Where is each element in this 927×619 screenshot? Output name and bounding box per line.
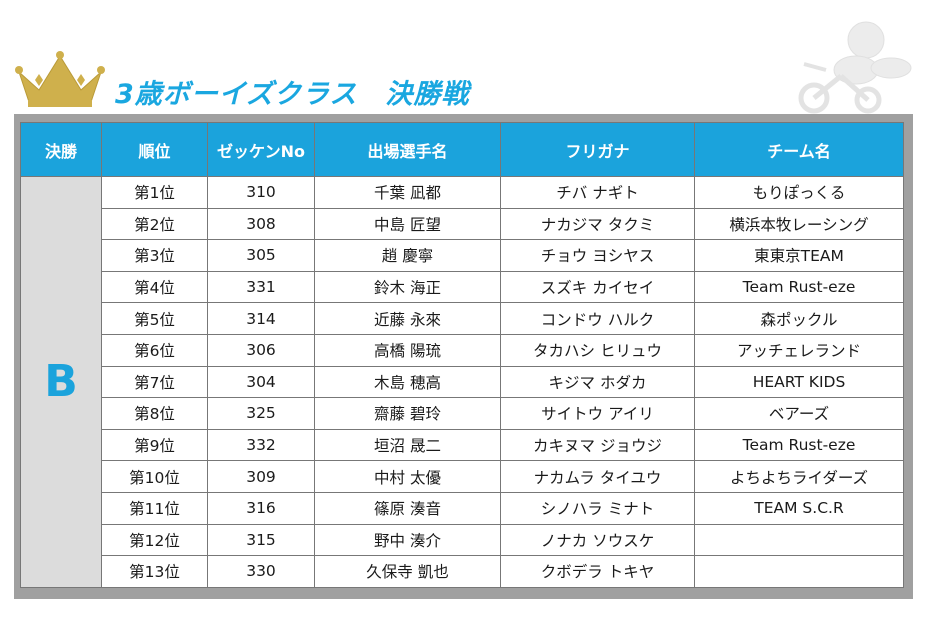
table-row: 第10位 309 中村 太優 ナカムラ タイユウ よちよちライダーズ [21,460,904,493]
bib-number-cell: 305 [207,239,315,272]
rider-name-cell: 中島 匠望 [314,207,501,241]
column-header-furigana: フリガナ [500,122,695,177]
team-name-cell [694,523,904,557]
page-title: 3歳ボーイズクラス 決勝戦 [115,79,470,110]
table-header-row: 決勝 順位 ゼッケンNo 出場選手名 フリガナ チーム名 [20,122,904,177]
bib-number-cell: 316 [207,491,315,525]
team-name-cell: TEAM S.C.R [694,491,904,525]
crown-icon [15,51,105,107]
team-name-cell: HEART KIDS [694,365,904,399]
rank-cell: 第3位 [101,239,208,272]
bib-number-cell: 325 [207,397,315,430]
column-header-heat: 決勝 [20,122,102,177]
table-row: B 第1位 310 千葉 凪都 チバ ナギト もりぽっくる [20,176,904,588]
rank-cell: 第6位 [101,333,208,367]
team-name-cell: Team Rust-eze [694,270,904,304]
furigana-cell: ノナカ ソウスケ [500,523,695,557]
rank-cell: 第12位 [101,523,208,557]
rank-cell: 第13位 [101,555,208,588]
rider-name-cell: 篠原 湊音 [314,491,501,525]
table-row: 第11位 316 篠原 湊音 シノハラ ミナト TEAM S.C.R [21,491,904,525]
furigana-cell: クボデラ トキヤ [500,555,695,588]
rank-cell: 第10位 [101,460,208,493]
bib-number-cell: 304 [207,365,315,399]
column-header-team-name: チーム名 [694,122,904,177]
table-row: 第2位 308 中島 匠望 ナカジマ タクミ 横浜本牧レーシング [21,207,904,241]
column-header-rank: 順位 [101,122,208,177]
team-name-cell: よちよちライダーズ [694,460,904,493]
bib-number-cell: 330 [207,555,315,588]
rank-cell: 第5位 [101,302,208,335]
team-name-cell [694,555,904,588]
team-name-cell: もりぽっくる [694,176,904,209]
table-row: 第8位 325 齋藤 碧玲 サイトウ アイリ ベアーズ [21,397,904,430]
rider-name-cell: 鈴木 海正 [314,270,501,304]
column-header-rider-name: 出場選手名 [314,122,501,177]
rider-name-cell: 野中 湊介 [314,523,501,557]
column-header-bib-number: ゼッケンNo [207,122,315,177]
furigana-cell: チバ ナギト [500,176,695,209]
furigana-cell: コンドウ ハルク [500,302,695,335]
rank-cell: 第11位 [101,491,208,525]
rank-cell: 第1位 [101,176,208,209]
furigana-cell: キジマ ホダカ [500,365,695,399]
table-row: 第4位 331 鈴木 海正 スズキ カイセイ Team Rust-eze [21,270,904,304]
rank-cell: 第7位 [101,365,208,399]
rank-cell: 第8位 [101,397,208,430]
rider-name-cell: 中村 太優 [314,460,501,493]
bib-number-cell: 306 [207,333,315,367]
rider-name-cell: 近藤 永來 [314,302,501,335]
table-row: 第13位 330 久保寺 凱也 クボデラ トキヤ [21,555,904,588]
team-name-cell: 横浜本牧レーシング [694,207,904,241]
rider-name-cell: 木島 穂高 [314,365,501,399]
balance-bike-rider-icon [798,21,912,114]
furigana-cell: ナカジマ タクミ [500,207,695,241]
rider-name-cell: 千葉 凪都 [314,176,501,209]
bib-number-cell: 308 [207,207,315,241]
table-row: 第5位 314 近藤 永來 コンドウ ハルク 森ポックル [21,302,904,335]
furigana-cell: タカハシ ヒリュウ [500,333,695,367]
bib-number-cell: 310 [207,176,315,209]
table-row: 第6位 306 高橋 陽琉 タカハシ ヒリュウ アッチェレランド [21,333,904,367]
furigana-cell: サイトウ アイリ [500,397,695,430]
rank-cell: 第9位 [101,428,208,462]
furigana-cell: カキヌマ ジョウジ [500,428,695,462]
table-row: 第12位 315 野中 湊介 ノナカ ソウスケ [21,523,904,557]
table-row: 第3位 305 趙 慶寧 チョウ ヨシヤス 東東京TEAM [21,239,904,272]
rider-name-cell: 齋藤 碧玲 [314,397,501,430]
team-name-cell: 森ポックル [694,302,904,335]
heat-label: B [20,176,102,588]
team-name-cell: Team Rust-eze [694,428,904,462]
bib-number-cell: 331 [207,270,315,304]
rider-name-cell: 久保寺 凱也 [314,555,501,588]
team-name-cell: アッチェレランド [694,333,904,367]
furigana-cell: ナカムラ タイユウ [500,460,695,493]
furigana-cell: チョウ ヨシヤス [500,239,695,272]
bib-number-cell: 314 [207,302,315,335]
rank-cell: 第4位 [101,270,208,304]
team-name-cell: 東東京TEAM [694,239,904,272]
rider-name-cell: 趙 慶寧 [314,239,501,272]
bib-number-cell: 309 [207,460,315,493]
table-row: 第7位 304 木島 穂高 キジマ ホダカ HEART KIDS [21,365,904,399]
team-name-cell: ベアーズ [694,397,904,430]
rider-name-cell: 垣沼 晟二 [314,428,501,462]
furigana-cell: シノハラ ミナト [500,491,695,525]
results-table: 決勝 順位 ゼッケンNo 出場選手名 フリガナ チーム名 B 第1位 310 千葉 凪… [20,122,904,588]
rank-cell: 第2位 [101,207,208,241]
table-row: 第9位 332 垣沼 晟二 カキヌマ ジョウジ Team Rust-eze [21,428,904,462]
bib-number-cell: 315 [207,523,315,557]
rider-name-cell: 高橋 陽琉 [314,333,501,367]
furigana-cell: スズキ カイセイ [500,270,695,304]
bib-number-cell: 332 [207,428,315,462]
